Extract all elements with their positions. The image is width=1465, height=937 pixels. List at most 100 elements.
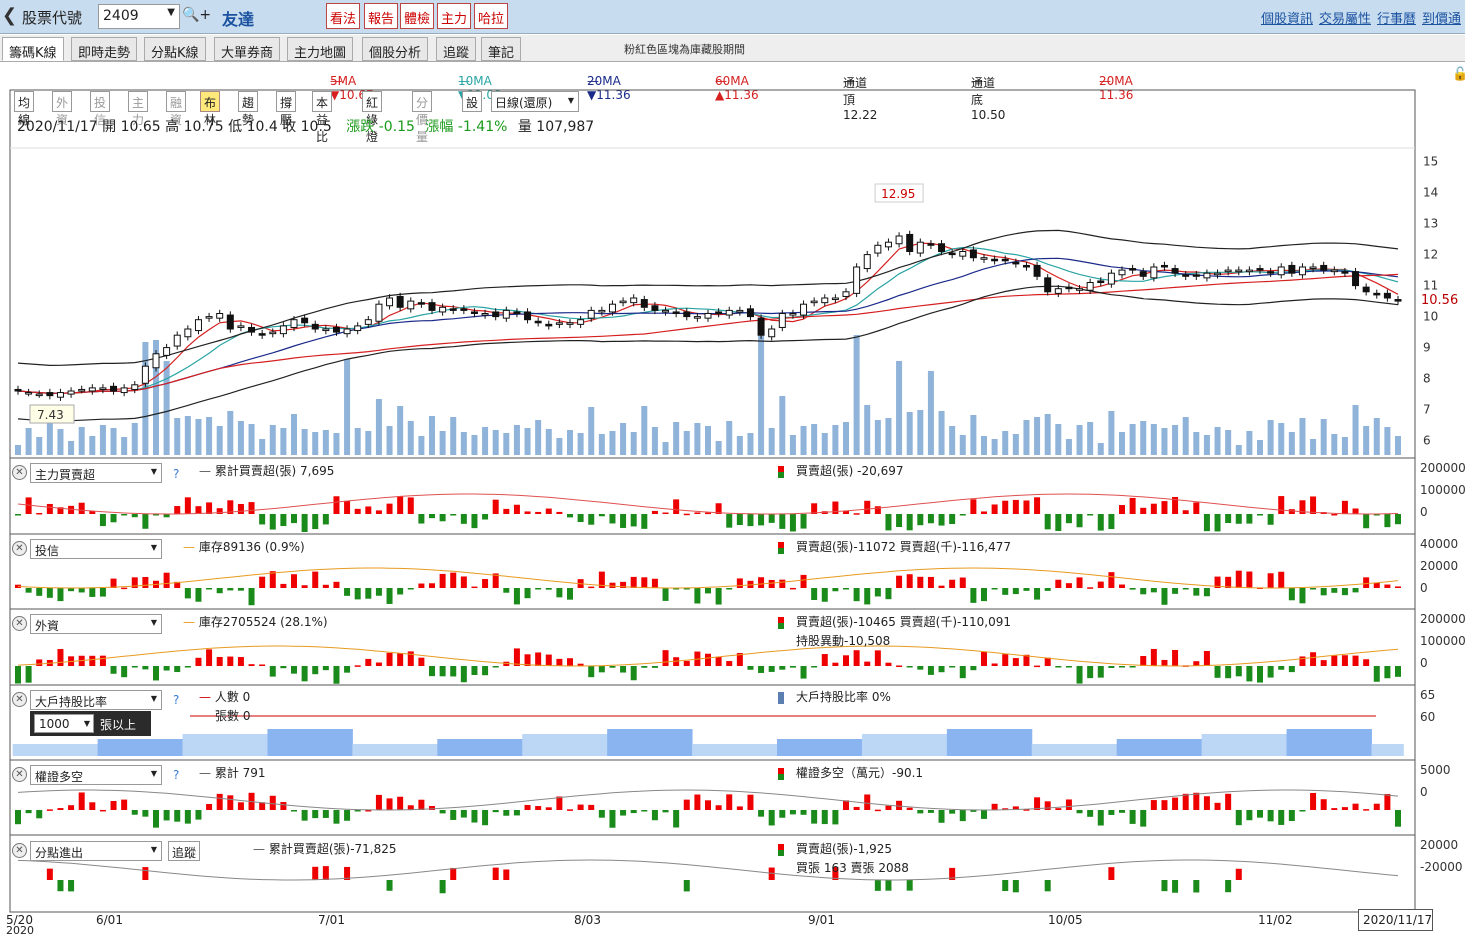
toggle-price-vol[interactable]: 分價量 bbox=[412, 91, 433, 144]
net-flow-bar bbox=[864, 588, 871, 605]
candle-body bbox=[524, 311, 532, 321]
lock-icon[interactable]: 🔓 bbox=[1452, 67, 1465, 82]
holder-ratio-area bbox=[766, 744, 778, 756]
toggle-trend[interactable]: 趨勢 bbox=[238, 91, 259, 127]
net-flow-bar bbox=[1257, 810, 1263, 818]
net-flow-bar bbox=[800, 514, 807, 529]
help-icon[interactable]: ? bbox=[173, 467, 180, 481]
link-calendar[interactable]: 行事曆 bbox=[1376, 12, 1416, 27]
toggle-foreign[interactable]: 外資 bbox=[52, 91, 73, 127]
close-icon[interactable]: ✕ bbox=[12, 692, 27, 707]
x-axis-tick: 7/01 bbox=[318, 913, 345, 927]
net-flow-bar bbox=[216, 793, 223, 810]
holder-ratio-area bbox=[256, 734, 268, 756]
help-icon[interactable]: ? bbox=[173, 768, 180, 782]
close-icon[interactable]: ✕ bbox=[12, 616, 27, 631]
toggle-support[interactable]: 撐壓 bbox=[276, 91, 297, 127]
net-flow-bar bbox=[439, 810, 446, 814]
net-flow-bar bbox=[439, 666, 446, 677]
holder-ratio-area bbox=[904, 734, 916, 756]
net-flow-bar bbox=[429, 514, 435, 519]
net-flow-bar bbox=[1012, 658, 1019, 666]
net-flow-bar bbox=[1214, 802, 1221, 810]
tab-analysis[interactable]: 個股分析 bbox=[362, 37, 429, 61]
holder-ratio-area bbox=[734, 744, 746, 756]
volume-bar bbox=[1034, 417, 1041, 455]
peak-label: 12.95 bbox=[874, 183, 924, 203]
volume-bar bbox=[1203, 435, 1210, 455]
net-flow-bar bbox=[153, 514, 159, 516]
holder-ratio-area bbox=[840, 739, 852, 756]
tab-realtime[interactable]: 即時走勢 bbox=[71, 37, 138, 61]
toggle-trust[interactable]: 投信 bbox=[90, 91, 111, 127]
candle-body bbox=[14, 388, 22, 392]
checkup-button[interactable]: 體檢 bbox=[400, 3, 435, 29]
threshold-select[interactable]: 1000 ▼ bbox=[34, 714, 94, 733]
holder-ratio-area bbox=[458, 739, 470, 756]
help-icon[interactable]: ? bbox=[173, 693, 180, 707]
stock-code-input[interactable]: 2409 ▼ bbox=[98, 4, 180, 29]
net-flow-bar bbox=[853, 513, 860, 515]
net-flow-bar bbox=[1076, 810, 1083, 814]
close-icon[interactable]: ✕ bbox=[12, 843, 27, 858]
link-trade-attr[interactable]: 交易屬性 bbox=[1318, 12, 1371, 27]
net-flow-bar bbox=[800, 574, 807, 588]
panel-select-warrant[interactable]: 權證多空 ▼ bbox=[30, 765, 162, 785]
net-flow-bar bbox=[1395, 666, 1401, 677]
candle-body bbox=[683, 311, 691, 318]
candle-body bbox=[1192, 274, 1200, 277]
toggle-traffic[interactable]: 紅綠燈 bbox=[362, 91, 383, 144]
net-flow-bar bbox=[874, 880, 881, 891]
view-button[interactable]: 看法 bbox=[326, 3, 361, 29]
close-icon[interactable]: ✕ bbox=[12, 541, 27, 556]
net-flow-bar bbox=[981, 810, 987, 819]
close-icon[interactable]: ✕ bbox=[12, 465, 27, 480]
back-icon[interactable]: ❮ bbox=[2, 5, 18, 26]
period-select[interactable]: 日線(還原) ▼ bbox=[491, 91, 579, 112]
toggle-pe[interactable]: 本益比 bbox=[312, 91, 333, 144]
panel-select-main[interactable]: 主力買賣超 ▼ bbox=[30, 463, 162, 483]
volume-bar bbox=[407, 421, 414, 455]
hala-button[interactable]: 哈拉 bbox=[474, 3, 509, 29]
toggle-main[interactable]: 主力 bbox=[128, 91, 149, 127]
report-button[interactable]: 報告 bbox=[364, 3, 399, 29]
net-flow-bar bbox=[758, 514, 765, 526]
candle-body bbox=[332, 326, 340, 333]
candle-body bbox=[1320, 264, 1328, 271]
search-add-icon[interactable]: 🔍+ bbox=[182, 7, 212, 23]
close-icon[interactable]: ✕ bbox=[12, 767, 27, 782]
net-flow-bar bbox=[68, 880, 75, 892]
net-flow-bar bbox=[110, 666, 117, 674]
panel-axis-label: 65 bbox=[1420, 688, 1435, 702]
toggle-margin[interactable]: 融資 bbox=[166, 91, 187, 127]
link-price-alert[interactable]: 到價通 bbox=[1421, 12, 1461, 27]
toggle-bollinger[interactable]: 布林 bbox=[200, 91, 221, 127]
ohlc-high: 高 10.75 bbox=[165, 119, 224, 135]
settings-button[interactable]: 設 bbox=[462, 91, 483, 112]
holder-ratio-area bbox=[946, 729, 958, 756]
bollinger-upper bbox=[17, 229, 1399, 367]
net-flow-bar bbox=[184, 588, 191, 599]
net-flow-bar bbox=[620, 581, 627, 588]
chevron-down-icon[interactable]: ▼ bbox=[167, 7, 175, 18]
track-button[interactable]: 追蹤 bbox=[168, 841, 201, 861]
tab-branch-kline[interactable]: 分點K線 bbox=[144, 37, 206, 61]
toggle-ma[interactable]: 均線 bbox=[14, 91, 35, 127]
volume-bar bbox=[779, 396, 786, 455]
tab-notes[interactable]: 筆記 bbox=[481, 37, 522, 61]
tab-large-broker[interactable]: 大單券商 bbox=[214, 37, 281, 61]
panel-select-foreign[interactable]: 外資 ▼ bbox=[30, 614, 162, 634]
tab-track[interactable]: 追蹤 bbox=[436, 37, 477, 61]
net-flow-bar bbox=[1097, 581, 1104, 588]
net-flow-bar bbox=[1320, 660, 1327, 666]
link-stock-info[interactable]: 個股資訊 bbox=[1260, 12, 1313, 27]
panel-select-branch[interactable]: 分點進出 ▼ bbox=[30, 841, 162, 861]
panel-select-holders[interactable]: 大戶持股比率 ▼ bbox=[30, 690, 162, 710]
main-force-button[interactable]: 主力 bbox=[437, 3, 472, 29]
holder-ratio-area bbox=[363, 744, 375, 756]
panel-select-trust[interactable]: 投信 ▼ bbox=[30, 539, 162, 559]
net-flow-bar bbox=[492, 573, 499, 588]
tab-main-map[interactable]: 主力地圖 bbox=[287, 37, 354, 61]
x-axis-tick: 8/03 bbox=[574, 913, 601, 927]
tab-chip-kline[interactable]: 籌碼K線 bbox=[2, 37, 64, 61]
